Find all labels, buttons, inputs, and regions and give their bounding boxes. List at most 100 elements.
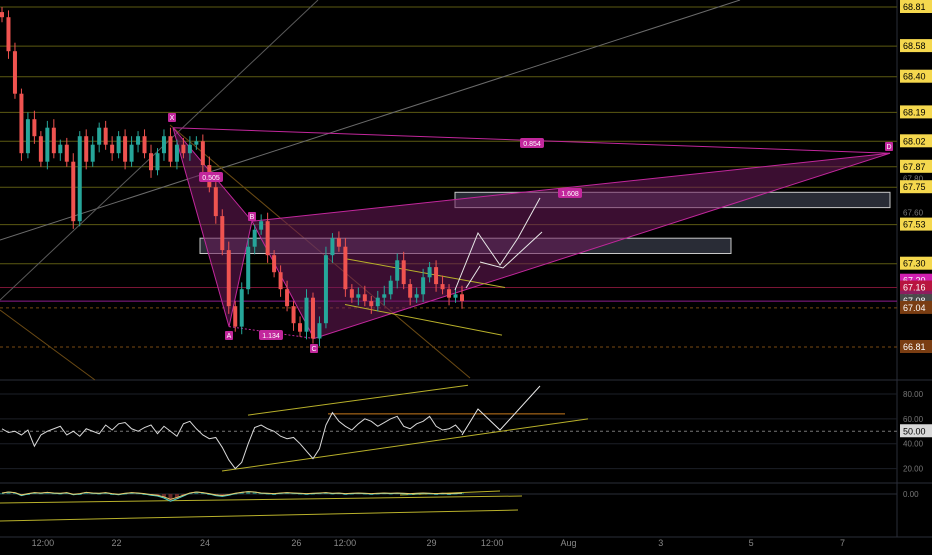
projection-path (479, 231, 543, 269)
candle-body (155, 153, 160, 171)
candle-body (77, 136, 82, 222)
price-level-badge (900, 256, 932, 270)
ratio-label-bcd-text: 1.608 (561, 191, 579, 198)
price-level-badge-text: 67.53 (903, 220, 926, 230)
ratio-label-xab-text: 0.505 (202, 175, 220, 182)
momentum-trend-line (0, 495, 523, 504)
pattern-point-a: A (225, 331, 233, 340)
candle-body (304, 297, 309, 332)
price-axis-tick: 68.58 (900, 39, 932, 53)
x-axis-label: 3 (658, 538, 663, 548)
candle-body (123, 136, 128, 162)
candle-body (310, 297, 315, 339)
candle-body (298, 323, 303, 332)
pattern-point-label: X (170, 115, 175, 122)
candle-body (25, 119, 30, 154)
diagonal-trendline (0, 0, 319, 301)
price-level-badge (900, 134, 932, 148)
momentum-bar (252, 492, 257, 494)
momentum-trend-line (0, 509, 519, 522)
candle-body (434, 267, 439, 285)
candle-body (200, 141, 205, 166)
candle-body (149, 153, 154, 171)
price-level-badge-text: 67.30 (903, 259, 926, 269)
pattern-point-d: D (885, 142, 893, 151)
price-axis-tick: 67.80 (903, 175, 924, 184)
momentum-bar (168, 494, 173, 502)
price-axis-tick: 68.19 (900, 105, 932, 119)
candle-body (194, 141, 199, 145)
momentum-tick-label: 0.00 (903, 490, 919, 499)
candle-body (272, 255, 277, 273)
candle-body (408, 284, 413, 298)
price-level-badge-text: 67.75 (903, 182, 926, 192)
candle-body (103, 127, 108, 145)
ratio-label-abc: 1.134 (259, 330, 283, 340)
osc-trend-upper (247, 384, 469, 416)
osc-tick-label: 40.00 (903, 440, 924, 449)
candle-body (460, 294, 464, 302)
price-axis-tick: 68.81 (900, 0, 932, 13)
pattern-point-c: C (310, 344, 318, 353)
pattern-point-bg (225, 331, 233, 340)
osc-tick-label: 60.00 (903, 415, 924, 424)
pattern-triangle-bcd (251, 152, 891, 340)
candle-body (323, 255, 328, 324)
ratio-label-abc-bg (259, 330, 283, 340)
candle-body (84, 136, 89, 162)
momentum-bar (194, 492, 199, 494)
momentum-bar (6, 492, 11, 494)
candle-body (136, 136, 141, 145)
price-level-badge-text: 68.40 (903, 72, 926, 82)
momentum-bar (200, 492, 205, 494)
candle-body (45, 127, 50, 162)
candle-body (421, 277, 426, 295)
x-axis-label: 12:00 (481, 538, 504, 548)
price-level-badge-text: 67.87 (903, 162, 926, 172)
candle-body (233, 306, 238, 327)
candle-body (362, 294, 367, 302)
ratio-label-abc-text: 1.134 (262, 333, 280, 340)
price-level-badge (900, 39, 932, 53)
price-level-badge-text: 68.02 (903, 136, 926, 146)
pattern-point-label: B (250, 214, 255, 221)
osc-value-badge-text: 50.00 (903, 426, 926, 436)
x-axis-label: 22 (111, 538, 121, 548)
candle-body (110, 144, 115, 154)
candle-body (440, 284, 445, 290)
candle-body (375, 297, 380, 307)
wedge-upper-line (344, 258, 506, 288)
price-badge (900, 340, 932, 353)
candle-body (6, 17, 11, 52)
candle-body (129, 144, 134, 162)
candle-body (265, 221, 270, 256)
price-axis-tick: 67.53 (900, 217, 932, 231)
candle-body (213, 187, 218, 217)
price-level-badge-text: 68.58 (903, 41, 926, 51)
momentum-bar (323, 492, 328, 494)
price-axis-tick: 67.30 (900, 256, 932, 270)
momentum-bar (84, 492, 89, 494)
projection-path (465, 265, 481, 289)
osc-axis-tick: 50.00 (900, 424, 932, 438)
price-tick-label: 67.60 (903, 209, 924, 218)
candle-body (181, 144, 186, 154)
x-axis-label: 24 (200, 538, 210, 548)
candle-body (336, 238, 341, 247)
price-axis-tick: 67.04 (900, 300, 932, 314)
candle-body (388, 280, 393, 295)
osc-tick-label: 20.00 (903, 465, 924, 474)
candle-body (168, 136, 173, 162)
price-axis-tick: 68.02 (900, 134, 932, 148)
x-axis-label: 29 (427, 538, 437, 548)
candle-body (32, 119, 37, 137)
momentum-bar (285, 492, 290, 494)
candle-body (226, 250, 231, 307)
pattern-point-b: B (248, 212, 256, 221)
x-axis-label: 5 (749, 538, 754, 548)
candle-body (343, 246, 348, 290)
momentum-bar (103, 492, 108, 494)
osc-projection (461, 385, 541, 436)
